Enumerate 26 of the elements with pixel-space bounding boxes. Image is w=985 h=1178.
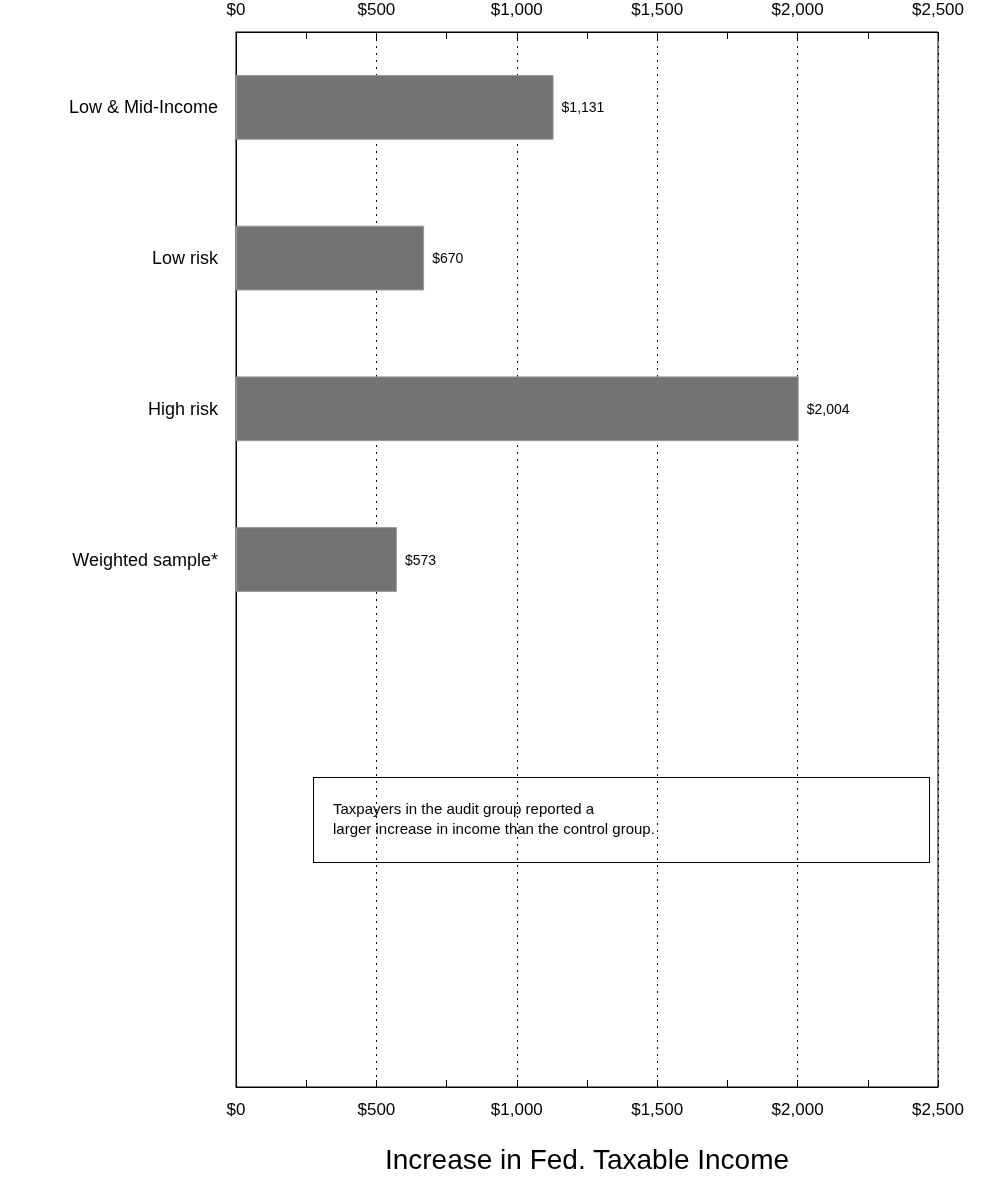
data-label: $2,004 bbox=[806, 400, 850, 417]
x2-tick-label: $1,500 bbox=[631, 0, 684, 19]
y-tick-label: High risk bbox=[147, 398, 219, 419]
y-tick-label: Weighted sample* bbox=[72, 549, 218, 570]
x2-tick-label: $1,000 bbox=[490, 0, 543, 19]
x-tick-label: $2,500 bbox=[912, 1100, 964, 1119]
bar bbox=[236, 225, 425, 291]
y-tick-label: Low risk bbox=[151, 248, 219, 269]
data-label: $670 bbox=[432, 250, 464, 267]
x-axis-title: Increase in Fed. Taxable Income bbox=[384, 1143, 790, 1175]
x-tick-label: $1,500 bbox=[631, 1100, 684, 1119]
x2-tick-label: $2,000 bbox=[771, 0, 824, 19]
x-tick-label: $500 bbox=[357, 1100, 396, 1119]
y-tick-label: Low & Mid-Income bbox=[68, 97, 218, 118]
bar bbox=[236, 74, 554, 140]
x2-tick-label: $2,500 bbox=[912, 0, 964, 19]
x-tick-label: $2,000 bbox=[771, 1100, 824, 1119]
x-tick-label: $0 bbox=[226, 1100, 246, 1119]
bar bbox=[236, 376, 799, 442]
x2-tick-label: $0 bbox=[226, 0, 246, 19]
x2-tick-label: $500 bbox=[357, 0, 396, 19]
data-label: $573 bbox=[404, 551, 437, 568]
bar bbox=[236, 527, 397, 592]
data-label: $1,131 bbox=[561, 99, 605, 116]
annotation: Taxpayers in the audit group reported a larger increase in income than the control group. bbox=[333, 799, 655, 839]
x-tick-label: $1,000 bbox=[490, 1100, 543, 1119]
